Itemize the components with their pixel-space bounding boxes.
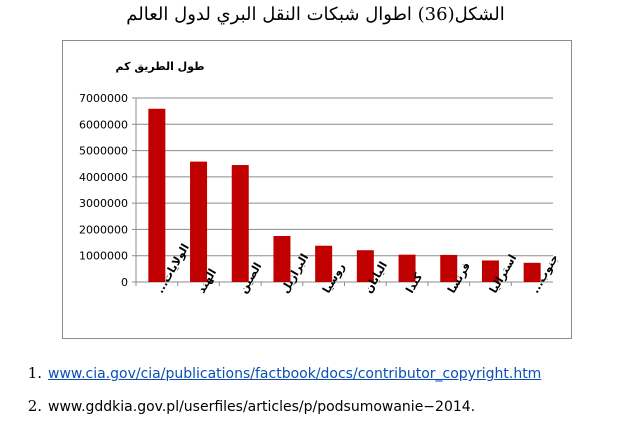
chart-frame — [62, 40, 572, 339]
y-tick-label-2: 2000000 — [79, 223, 128, 236]
bar-4 — [315, 245, 333, 282]
reference-1-link[interactable]: www.cia.gov/cia/publications/factbook/do… — [48, 366, 542, 382]
y-tick-label-3: 3000000 — [79, 197, 128, 210]
bar-2 — [231, 165, 249, 282]
bar-5 — [356, 250, 374, 282]
reference-2-text: www.gddkia.gov.pl/userfiles/articles/p/p… — [48, 399, 476, 415]
figure-title: الشكل(36) اطوال شبكات النقل البري لدول ا… — [126, 4, 505, 25]
bar-3 — [273, 236, 291, 282]
bar-9 — [523, 262, 541, 282]
y-tick-label-0: 0 — [121, 276, 128, 289]
y-tick-label-1: 1000000 — [79, 250, 128, 263]
y-tick-label-7: 7000000 — [79, 92, 128, 105]
y-tick-label-6: 6000000 — [79, 118, 128, 131]
bar-6 — [398, 254, 416, 282]
reference-1: 1. www.cia.gov/cia/publications/factbook/… — [8, 364, 542, 382]
bar-chart: طول الطريق كم 0 1000000 2000000 3000000 40000… — [79, 60, 561, 296]
y-axis-label: طول الطريق كم — [116, 60, 205, 73]
y-tick-label-4: 4000000 — [79, 171, 128, 184]
bar-1 — [190, 161, 208, 282]
bar-8 — [481, 260, 499, 282]
reference-2-number: 2. — [27, 397, 42, 415]
reference-1-number: 1. — [27, 364, 42, 382]
reference-2: 2. www.gddkia.gov.pl/userfiles/articles/p… — [8, 397, 475, 415]
y-tick-label-5: 5000000 — [79, 145, 128, 158]
bar-7 — [440, 254, 458, 282]
bar-0 — [148, 108, 166, 282]
